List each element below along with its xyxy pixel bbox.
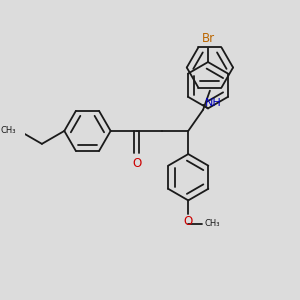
Text: NH: NH (205, 98, 221, 108)
Text: O: O (184, 215, 193, 228)
Text: Br: Br (201, 32, 214, 45)
Text: O: O (132, 157, 141, 170)
Text: CH₃: CH₃ (204, 219, 220, 228)
Text: CH₃: CH₃ (1, 126, 16, 135)
